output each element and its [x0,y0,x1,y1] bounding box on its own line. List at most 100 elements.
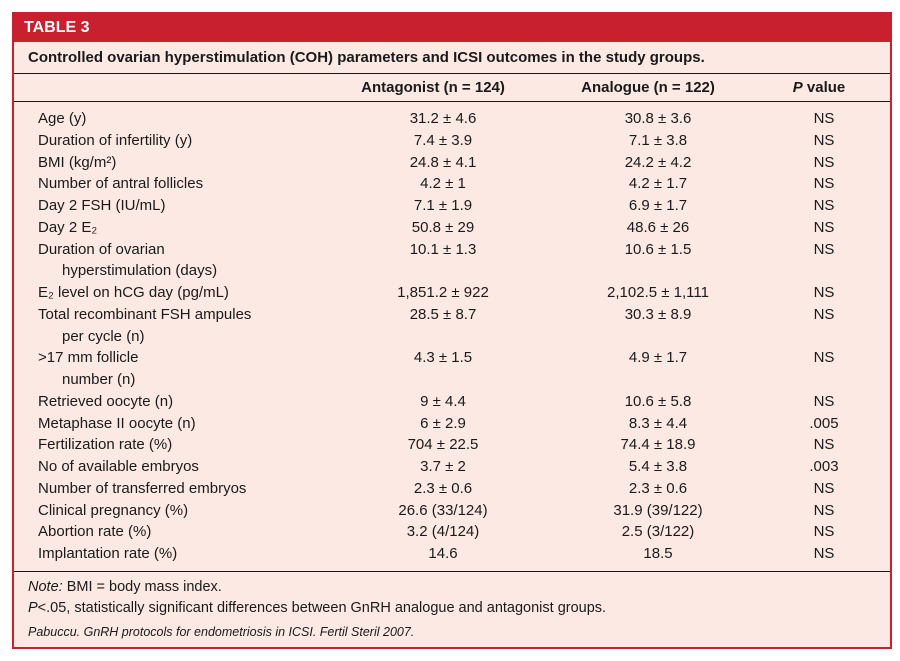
param-label: Total recombinant FSH ampules [28,304,338,326]
param-label: Number of transferred embryos [28,478,338,500]
table-header-bar: TABLE 3 [14,14,890,42]
antagonist-value: 24.8 ± 4.1 [338,152,548,174]
param-label: Duration of ovarian [28,239,338,261]
note-line-1: Note: BMI = body mass index. [28,577,880,598]
p-value: NS [768,173,880,195]
antagonist-value [362,369,572,391]
table-number-label: TABLE 3 [24,19,89,37]
table-row: Age (y)31.2 ± 4.630.8 ± 3.6NS [28,108,880,130]
p-value: NS [768,434,880,456]
table-row: Day 2 E₂50.8 ± 2948.6 ± 26NS [28,217,880,239]
param-label: Fertilization rate (%) [28,434,338,456]
param-label: >17 mm follicle [28,347,338,369]
table-row: Duration of infertility (y)7.4 ± 3.97.1 … [28,130,880,152]
param-label: Day 2 FSH (IU/mL) [28,195,338,217]
p-value: .003 [768,456,880,478]
param-label: per cycle (n) [28,326,362,348]
table-row: Duration of ovarian10.1 ± 1.310.6 ± 1.5N… [28,239,880,261]
p-value: NS [768,347,880,369]
table-caption: Controlled ovarian hyperstimulation (COH… [14,42,890,74]
analogue-value: 5.4 ± 3.8 [548,456,768,478]
param-label: Abortion rate (%) [28,521,338,543]
antagonist-value: 10.1 ± 1.3 [338,239,548,261]
antagonist-value: 6 ± 2.9 [338,413,548,435]
param-label: Clinical pregnancy (%) [28,500,338,522]
antagonist-value: 31.2 ± 4.6 [338,108,548,130]
antagonist-value: 3.7 ± 2 [338,456,548,478]
analogue-value: 30.8 ± 3.6 [548,108,768,130]
p-value: NS [768,304,880,326]
antagonist-value: 7.4 ± 3.9 [338,130,548,152]
p-value: NS [768,543,880,565]
analogue-value: 10.6 ± 5.8 [548,391,768,413]
analogue-value: 6.9 ± 1.7 [548,195,768,217]
table-row: Implantation rate (%)14.618.5NS [28,543,880,565]
p-value [792,326,880,348]
analogue-value: 2.5 (3/122) [548,521,768,543]
p-value: NS [768,391,880,413]
antagonist-value [362,326,572,348]
antagonist-value: 9 ± 4.4 [338,391,548,413]
col-header-pvalue: P value [758,79,880,96]
table-row: Abortion rate (%)3.2 (4/124)2.5 (3/122)N… [28,521,880,543]
p-value: NS [768,152,880,174]
antagonist-value: 4.2 ± 1 [338,173,548,195]
analogue-value: 18.5 [548,543,768,565]
antagonist-value: 2.3 ± 0.6 [338,478,548,500]
note-prefix: Note: [28,579,63,595]
p-value: NS [768,282,880,304]
table-row: Day 2 FSH (IU/mL)7.1 ± 1.96.9 ± 1.7NS [28,195,880,217]
param-label: No of available embryos [28,456,338,478]
table-body: Age (y)31.2 ± 4.630.8 ± 3.6NSDuration of… [14,102,890,572]
param-label: Implantation rate (%) [28,543,338,565]
antagonist-value: 3.2 (4/124) [338,521,548,543]
table-row: hyperstimulation (days) [28,260,880,282]
p-value: NS [768,108,880,130]
table-row: Number of transferred embryos2.3 ± 0.62.… [28,478,880,500]
antagonist-value: 7.1 ± 1.9 [338,195,548,217]
antagonist-value: 14.6 [338,543,548,565]
param-label: E₂ level on hCG day (pg/mL) [28,282,338,304]
table-row: BMI (kg/m²)24.8 ± 4.124.2 ± 4.2NS [28,152,880,174]
p-value: NS [768,195,880,217]
note2-prefix: P [28,600,38,616]
analogue-value [572,369,792,391]
table-row: Metaphase II oocyte (n)6 ± 2.98.3 ± 4.4.… [28,413,880,435]
pvalue-italic-p: P [793,79,803,96]
analogue-value: 48.6 ± 26 [548,217,768,239]
analogue-value [572,326,792,348]
table-notes: Note: BMI = body mass index. P<.05, stat… [14,572,890,621]
analogue-value: 10.6 ± 1.5 [548,239,768,261]
param-label: hyperstimulation (days) [28,260,362,282]
p-value: NS [768,217,880,239]
table-row: Total recombinant FSH ampules28.5 ± 8.73… [28,304,880,326]
analogue-value: 74.4 ± 18.9 [548,434,768,456]
analogue-value: 30.3 ± 8.9 [548,304,768,326]
analogue-value: 31.9 (39/122) [548,500,768,522]
p-value: NS [768,239,880,261]
table-row: Fertilization rate (%)704 ± 22.574.4 ± 1… [28,434,880,456]
p-value: NS [768,478,880,500]
analogue-value: 7.1 ± 3.8 [548,130,768,152]
column-headers-row: Antagonist (n = 124) Analogue (n = 122) … [14,74,890,102]
table-row: Retrieved oocyte (n)9 ± 4.410.6 ± 5.8NS [28,391,880,413]
antagonist-value: 4.3 ± 1.5 [338,347,548,369]
param-label: Age (y) [28,108,338,130]
table-row: per cycle (n) [28,326,880,348]
p-value: NS [768,521,880,543]
param-label: number (n) [28,369,362,391]
p-value: .005 [768,413,880,435]
p-value: NS [768,500,880,522]
table-row: Clinical pregnancy (%)26.6 (33/124)31.9 … [28,500,880,522]
param-label: Metaphase II oocyte (n) [28,413,338,435]
analogue-value: 2,102.5 ± 1,111 [548,282,768,304]
param-label: Retrieved oocyte (n) [28,391,338,413]
analogue-value: 4.2 ± 1.7 [548,173,768,195]
analogue-value: 2.3 ± 0.6 [548,478,768,500]
p-value [792,369,880,391]
analogue-value [572,260,792,282]
analogue-value: 8.3 ± 4.4 [548,413,768,435]
analogue-value: 24.2 ± 4.2 [548,152,768,174]
table-row: Number of antral follicles4.2 ± 14.2 ± 1… [28,173,880,195]
col-header-param [28,79,328,96]
